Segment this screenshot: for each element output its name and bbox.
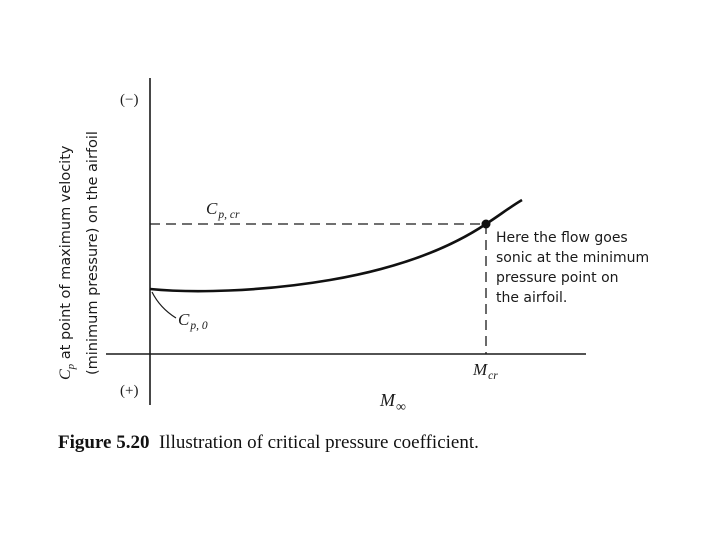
annotation-line: the airfoil. [496,290,567,306]
y-axis-title-line1: Cp at point of maximum velocity [57,145,77,380]
cp0-label: Cp, 0 [178,310,208,332]
cp-cr-label: Cp, cr [206,199,240,221]
annotation-line: Here the flow goes [496,230,628,246]
y-top-sign-label: (−) [120,92,138,108]
y-axis-title-line2: (minimum pressure) on the airfoil [85,131,101,375]
annotation-line: sonic at the minimum [496,250,649,266]
figure-caption: Figure 5.20 Illustration of critical pre… [58,432,479,454]
mcr-label: Mcr [472,360,498,382]
x-axis-label: M∞ [379,390,406,415]
caption-text: Illustration of critical pressure coeffi… [158,432,479,453]
critical-point-marker [481,219,491,229]
cp-curve [149,198,523,293]
annotation-line: pressure point on [496,270,619,286]
y-bottom-sign-label: (+) [120,383,138,399]
sonic-annotation: Here the flow goes sonic at the minimum … [496,230,649,306]
cp0-leader-line [151,291,177,319]
caption-label: Figure 5.20 [58,432,150,453]
